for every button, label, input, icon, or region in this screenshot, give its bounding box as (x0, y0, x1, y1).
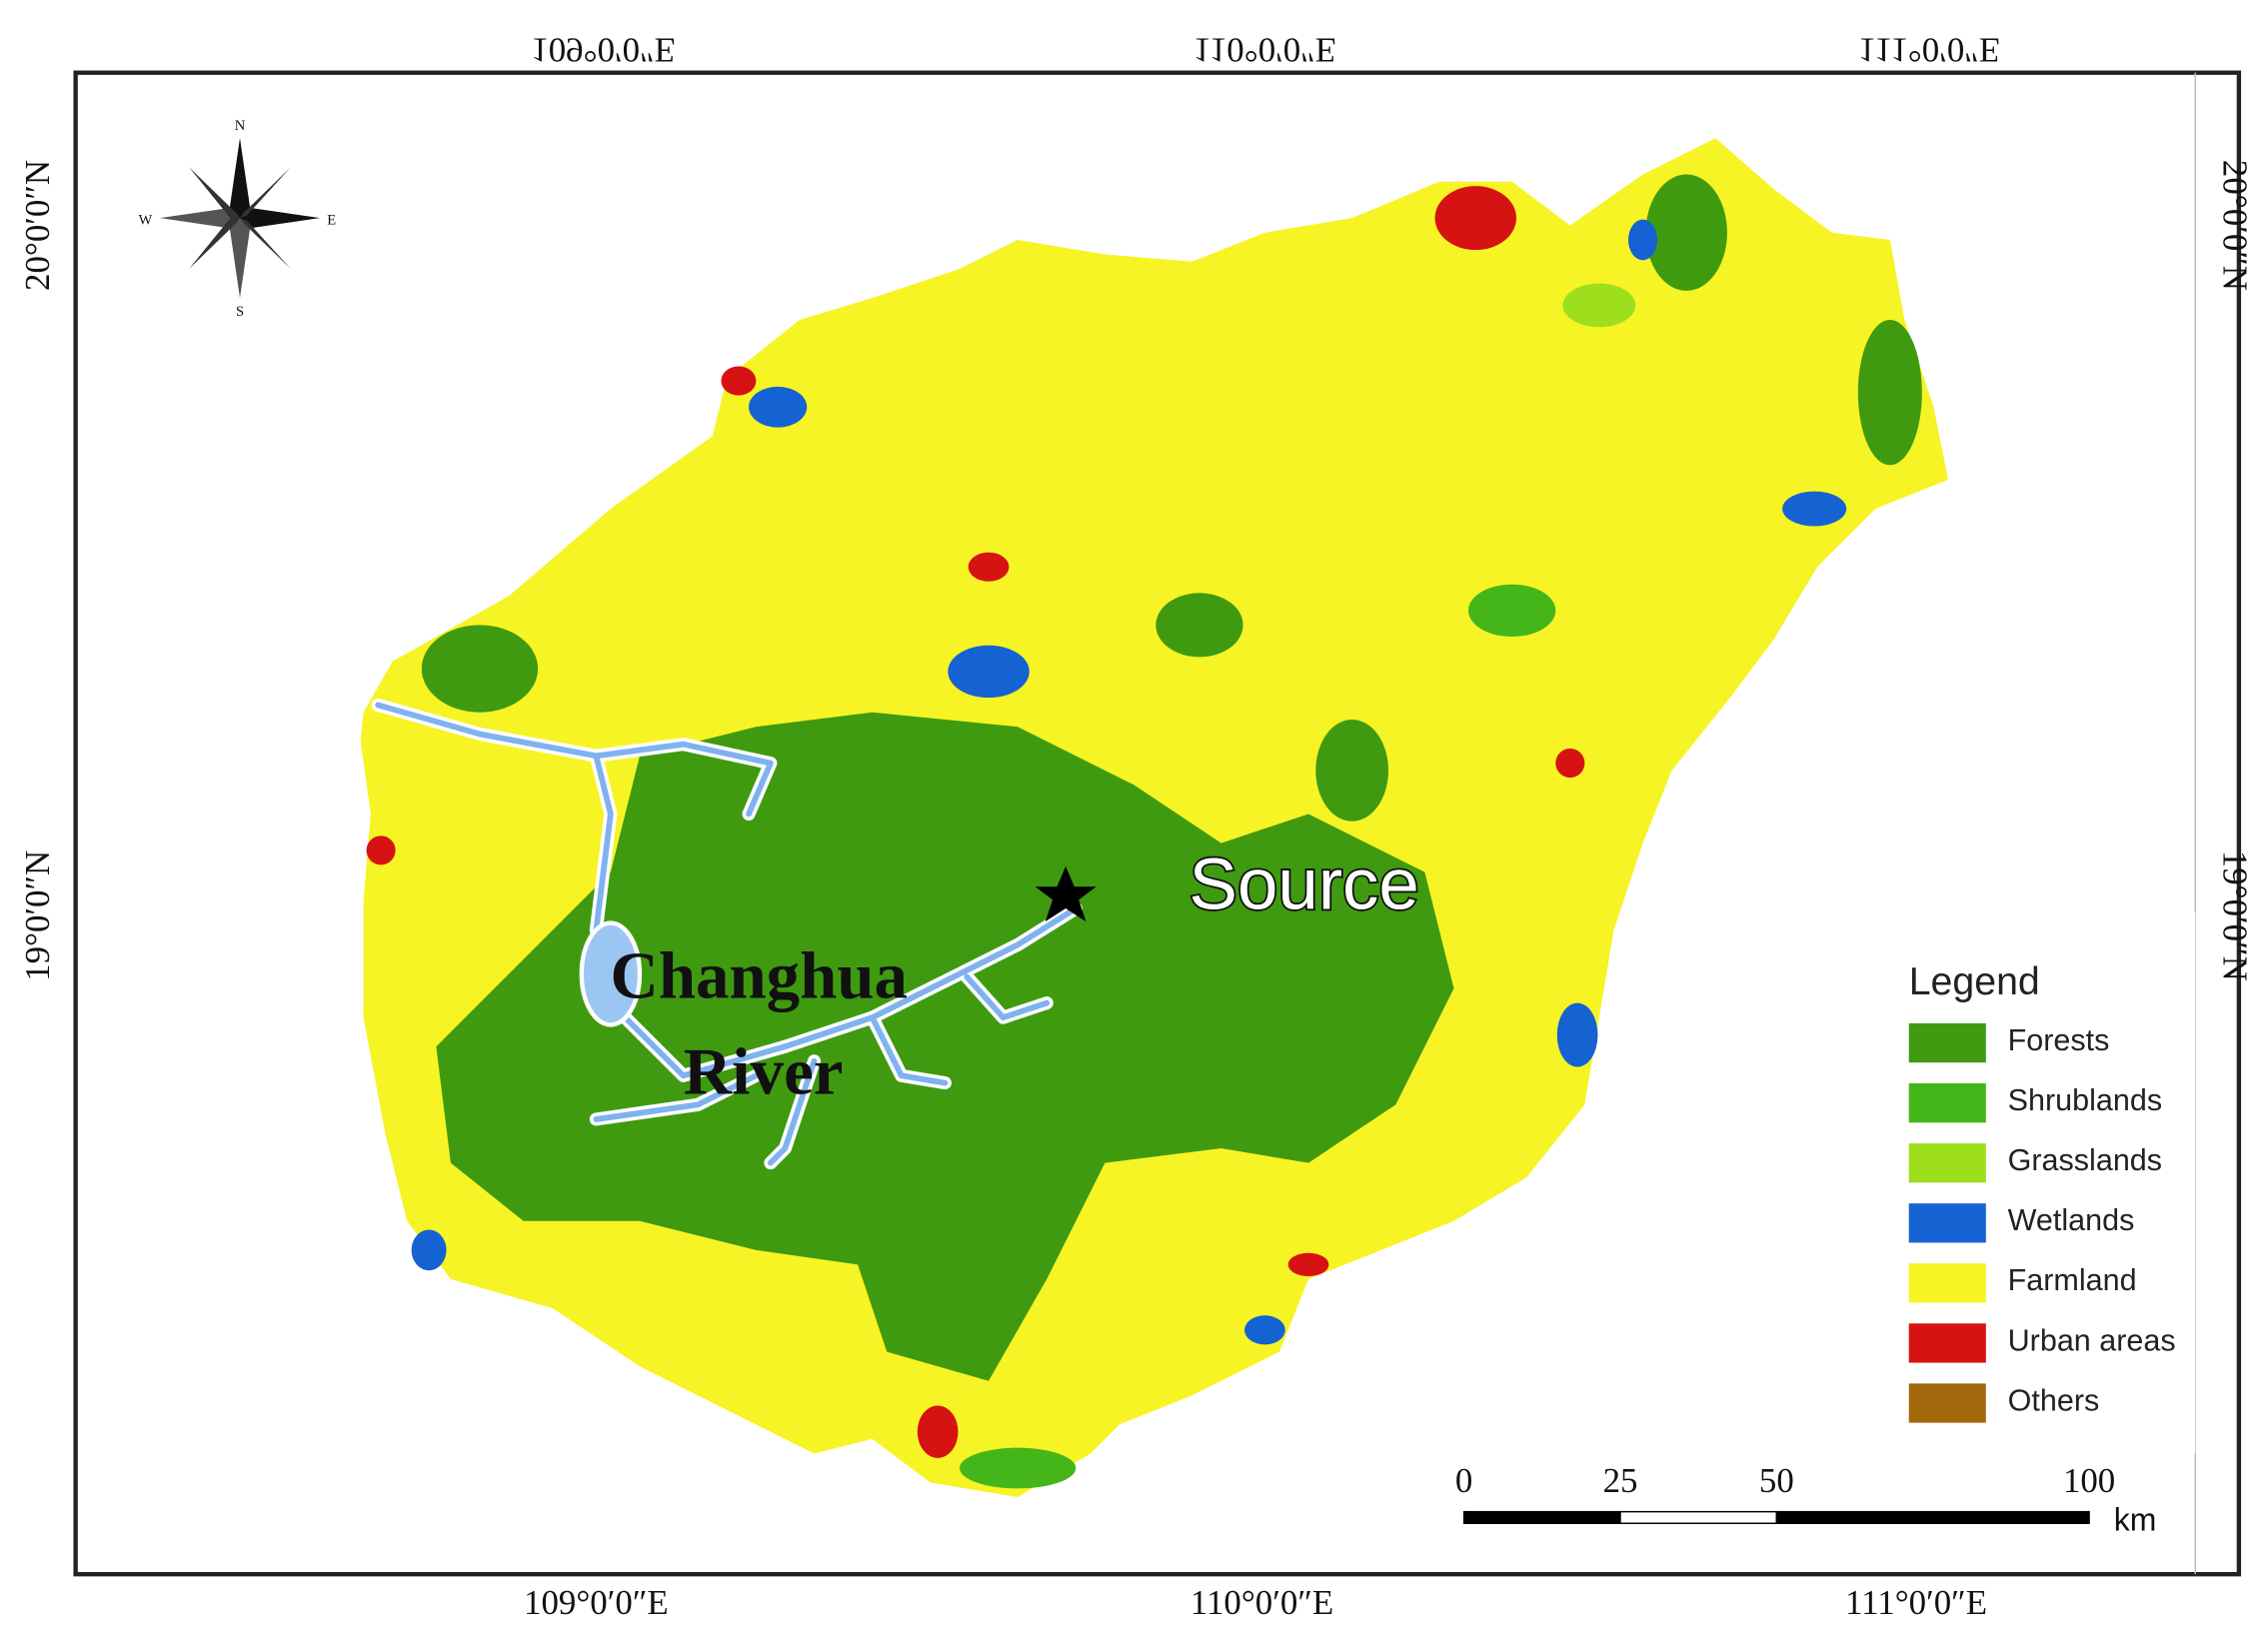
bottom-coordinate-label: 111°0′0″E (1845, 1583, 1987, 1622)
compass-letter: S (236, 304, 244, 320)
river-label: River (684, 1035, 844, 1109)
urban-area (1287, 1252, 1329, 1277)
bottom-coordinate-label: 110°0′0″E (1190, 1583, 1333, 1622)
forest-area (1645, 174, 1727, 291)
legend-label: Wetlands (2008, 1203, 2135, 1237)
river (371, 698, 1083, 1170)
right-coordinate-label: 20°0′0″N (2216, 160, 2255, 291)
compass-arrow (240, 167, 291, 219)
legend-label: Farmland (2008, 1263, 2137, 1297)
legend-label: Forests (2008, 1023, 2110, 1057)
forest-area (1857, 319, 1922, 466)
urban-area (968, 552, 1010, 582)
urban-area (1555, 749, 1585, 779)
compass-arrow (160, 207, 241, 229)
compass-arrow (240, 218, 291, 270)
map-frame (73, 70, 2242, 1577)
compass-arrow (189, 215, 241, 270)
compass-arrow (229, 138, 251, 219)
legend-swatch (1908, 1143, 1986, 1183)
urban-area (917, 1405, 959, 1458)
bottom-coordinate-label: 109°0′0″E (524, 1583, 669, 1622)
left-coordinate-label: 20°0′0″N (18, 160, 57, 291)
compass-letter: E (327, 212, 336, 228)
source-star (1035, 865, 1097, 922)
scale-bar-box (1414, 1457, 2138, 1546)
scale-bar-label: 25 (1603, 1461, 1638, 1500)
urban-area (366, 835, 396, 865)
compass-letter: W (139, 212, 153, 228)
compass-arrow (229, 218, 251, 299)
legend-label: Shrublands (2008, 1083, 2162, 1117)
legend-label: Urban areas (2008, 1323, 2176, 1357)
urban-area (1434, 186, 1517, 251)
legend-swatch (1908, 1263, 1986, 1303)
legend-title: Legend (1909, 959, 2040, 1003)
legend-label: Grasslands (2008, 1143, 2162, 1177)
scale-bar-label: 50 (1759, 1461, 1794, 1500)
urban-area (721, 366, 757, 396)
legend-swatch (1908, 1203, 1986, 1243)
wetland-area (1782, 491, 1847, 527)
compass-letter: N (235, 118, 246, 134)
island (360, 138, 1949, 1498)
compass-arrow (240, 207, 320, 229)
wetland-area (749, 386, 808, 428)
scale-bar-label: 100 (2063, 1461, 2115, 1500)
legend-label: Others (2008, 1383, 2100, 1417)
scale-bar-label: 0 (1455, 1461, 1472, 1500)
source-label: Source (1188, 843, 1418, 924)
forest-area (421, 625, 539, 713)
wetland-area (1628, 219, 1658, 261)
legend-swatch (1908, 1022, 1986, 1063)
scale-bar-segment (1462, 1510, 1621, 1525)
scale-bar-segment (1775, 1510, 2090, 1525)
grass-area (1562, 283, 1636, 328)
river-label: Changhua (611, 939, 908, 1013)
wetland-area (948, 645, 1030, 699)
wetland-area (411, 1229, 447, 1271)
top-coordinate-label: 111°0′0″E (1858, 31, 2000, 70)
compass (160, 138, 320, 299)
shrub-area (1468, 584, 1556, 638)
legend-swatch (1908, 1323, 1986, 1363)
legend-swatch (1908, 1083, 1986, 1123)
wetland-area (1556, 1002, 1598, 1067)
forest-area (436, 712, 1454, 1381)
compass-arrow (189, 167, 241, 222)
forest-area (1315, 719, 1389, 822)
top-coordinate-label: 109°0′0″E (531, 31, 676, 70)
shrub-area (959, 1447, 1077, 1489)
wetland-area (1244, 1315, 1285, 1345)
reservoir (579, 920, 643, 1027)
forest-area (1155, 593, 1243, 658)
scale-bar-segment (1619, 1510, 1778, 1525)
legend-box (1868, 912, 2196, 1454)
right-coordinate-label: 19°0′0″N (2216, 850, 2255, 981)
left-coordinate-label: 19°0′0″N (18, 850, 57, 981)
scale-bar-unit: km (2114, 1501, 2157, 1537)
legend-swatch (1908, 1383, 1986, 1423)
top-coordinate-label: 110°0′0″E (1193, 31, 1336, 70)
